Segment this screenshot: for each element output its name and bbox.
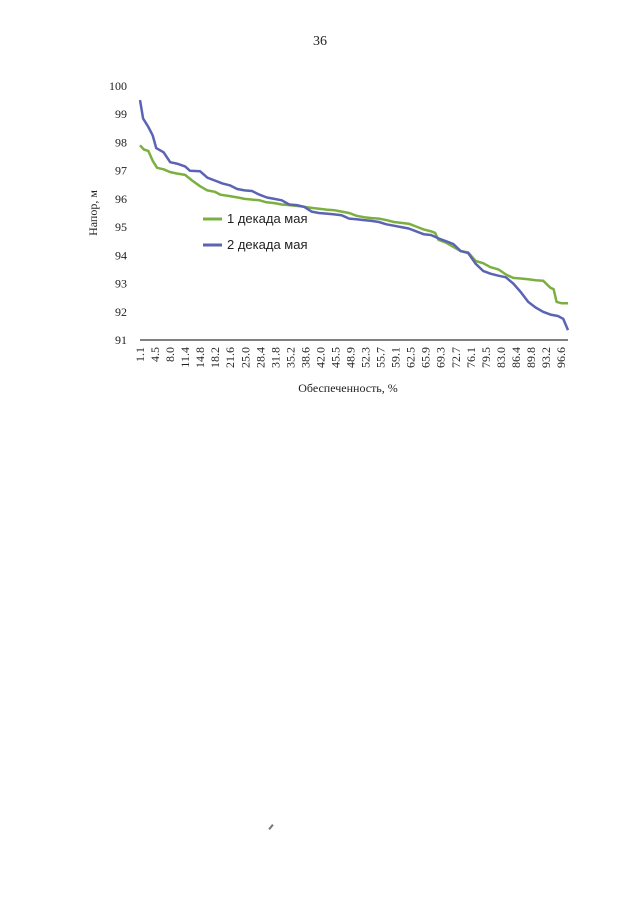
x-tick-label: 25.0 <box>238 347 252 368</box>
x-tick-label: 38.6 <box>298 347 312 368</box>
x-tick-label: 48.9 <box>344 347 358 368</box>
x-tick-label: 1.1 <box>133 347 147 362</box>
x-tick-label: 28.4 <box>253 347 267 368</box>
y-axis-tick-labels: 91 92 93 94 95 96 97 98 99 100 <box>109 79 127 347</box>
y-tick-label: 100 <box>109 79 127 93</box>
x-tick-label: 65.9 <box>419 347 433 368</box>
y-tick-label: 98 <box>115 135 127 149</box>
x-tick-label: 96.6 <box>554 347 568 368</box>
x-tick-label: 69.3 <box>434 347 448 368</box>
x-tick-label: 62.5 <box>404 347 418 368</box>
x-tick-label: 86.4 <box>509 347 523 368</box>
y-tick-label: 94 <box>115 248 127 262</box>
x-tick-label: 89.8 <box>524 347 538 368</box>
y-axis-title: Напор, м <box>86 190 100 236</box>
legend: 1 декада мая 2 декада мая <box>203 211 308 252</box>
x-tick-label: 52.3 <box>359 347 373 368</box>
page-number: 36 <box>313 34 327 49</box>
legend-label-2-dekada: 2 декада мая <box>227 237 308 252</box>
x-tick-label: 93.2 <box>539 347 553 368</box>
x-axis-title: Обеспеченность, % <box>298 381 398 395</box>
y-tick-label: 95 <box>115 220 127 234</box>
y-tick-label: 93 <box>115 277 127 291</box>
x-tick-label: 83.0 <box>494 347 508 368</box>
series-layer <box>138 99 570 331</box>
x-tick-label: 4.5 <box>148 347 162 362</box>
y-tick-label: 91 <box>115 333 127 347</box>
y-tick-label: 96 <box>115 192 127 206</box>
x-tick-label: 72.7 <box>449 347 463 368</box>
series-line-1-dekada <box>139 144 568 305</box>
x-tick-label: 79.5 <box>479 347 493 368</box>
x-tick-label: 11.4 <box>178 347 192 368</box>
y-tick-label: 92 <box>115 305 127 319</box>
x-axis-tick-labels: 1.1 4.5 8.0 11.4 14.8 18.2 21.6 25.0 28.4 31.8 35.… <box>133 347 568 368</box>
x-tick-label: 8.0 <box>163 347 177 362</box>
x-tick-label: 21.6 <box>223 347 237 368</box>
x-tick-label: 76.1 <box>464 347 478 368</box>
x-tick-label: 31.8 <box>268 347 282 368</box>
x-tick-label: 55.7 <box>374 347 388 368</box>
y-tick-label: 99 <box>115 107 127 121</box>
x-tick-label: 18.2 <box>208 347 222 368</box>
series-line-2-dekada <box>138 99 570 331</box>
x-tick-label: 35.2 <box>283 347 297 368</box>
legend-label-1-dekada: 1 декада мая <box>227 211 308 226</box>
x-tick-label: 59.1 <box>389 347 403 368</box>
x-tick-label: 42.0 <box>313 347 327 368</box>
x-tick-label: 14.8 <box>193 347 207 368</box>
x-tick-label: 45.5 <box>328 347 342 368</box>
y-tick-label: 97 <box>115 164 127 178</box>
